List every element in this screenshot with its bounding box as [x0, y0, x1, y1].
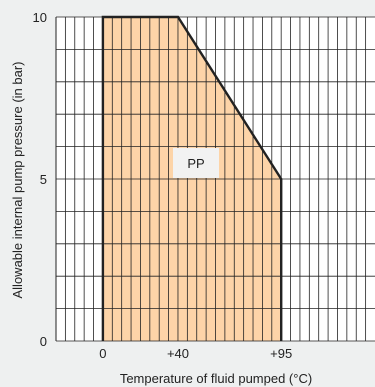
y-tick-label: 5	[40, 172, 47, 187]
series-label-pp-box	[173, 148, 219, 178]
x-tick-label: +40	[167, 346, 189, 361]
pp-limit-line	[101, 15, 283, 341]
y-axis-title: Allowable internal pump pressure (in bar…	[10, 61, 25, 298]
x-tick-labels: 0 +40 +95	[99, 346, 292, 361]
y-tick-labels: 0 5 10	[33, 10, 47, 349]
x-axis-title: Temperature of fluid pumped (°C)	[120, 371, 312, 386]
series-label-pp: PP	[173, 148, 219, 178]
grid	[55, 16, 375, 342]
series-label-pp-text: PP	[187, 156, 204, 171]
x-tick-label: +95	[270, 346, 292, 361]
x-tick-label: 0	[99, 346, 106, 361]
y-tick-label: 0	[40, 334, 47, 349]
y-tick-label: 10	[33, 10, 47, 25]
